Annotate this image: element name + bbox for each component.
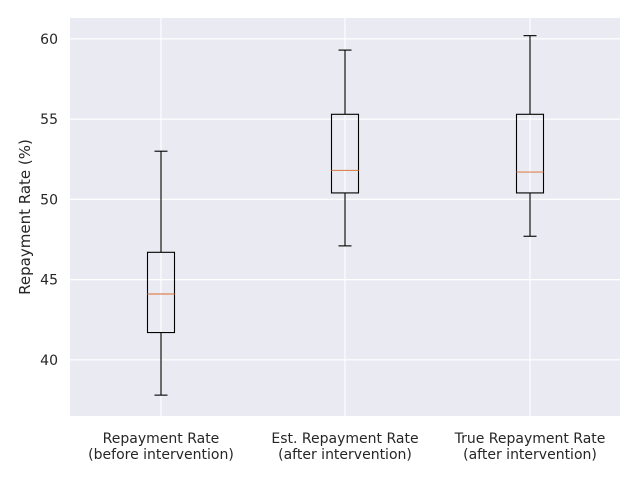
x-tick-label: (after intervention) [463, 447, 597, 463]
x-tick-label: (after intervention) [278, 447, 412, 463]
x-tick-label: True Repayment Rate [454, 431, 606, 447]
x-tick-label: Repayment Rate [103, 431, 220, 447]
box-3 [515, 35, 545, 237]
y-tick-label: 45 [40, 273, 58, 289]
y-tick-label: 40 [40, 353, 58, 369]
y-tick-label: 50 [40, 192, 58, 208]
x-tick-label: (before intervention) [88, 447, 234, 463]
x-tick-label: Est. Repayment Rate [271, 431, 418, 447]
box-2 [330, 49, 360, 247]
iqr-box [146, 251, 176, 334]
x-tick-labels: Repayment Rate(before intervention) Est. … [88, 431, 605, 463]
iqr-box [515, 113, 545, 194]
y-tick-labels: 40 45 50 55 60 [40, 32, 58, 369]
box-1 [146, 150, 176, 396]
box-series [146, 35, 545, 396]
iqr-box [330, 113, 360, 194]
y-axis-label: Repayment Rate (%) [16, 139, 34, 295]
y-tick-label: 55 [40, 112, 58, 128]
y-tick-label: 60 [40, 32, 58, 48]
